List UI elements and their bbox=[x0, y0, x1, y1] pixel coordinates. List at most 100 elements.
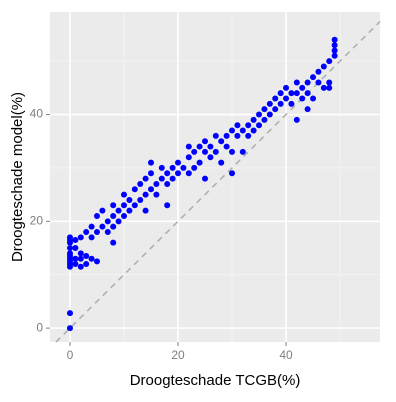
point bbox=[77, 250, 84, 257]
point bbox=[110, 212, 117, 219]
point bbox=[72, 261, 79, 268]
point bbox=[266, 100, 273, 107]
point bbox=[180, 164, 187, 171]
point bbox=[147, 170, 154, 177]
y-tick-label: 20 bbox=[30, 213, 44, 227]
point bbox=[185, 143, 192, 150]
point bbox=[164, 180, 171, 187]
point bbox=[315, 79, 322, 86]
point bbox=[164, 202, 171, 209]
point bbox=[218, 159, 225, 166]
point bbox=[147, 159, 154, 166]
point bbox=[234, 132, 241, 139]
point bbox=[331, 47, 338, 54]
point bbox=[191, 148, 198, 155]
point bbox=[320, 84, 327, 91]
point bbox=[88, 255, 95, 262]
point bbox=[245, 132, 252, 139]
point bbox=[126, 196, 133, 203]
point bbox=[256, 111, 263, 118]
point bbox=[77, 255, 84, 262]
point bbox=[66, 234, 73, 241]
point bbox=[120, 191, 127, 198]
point bbox=[207, 154, 214, 161]
point bbox=[104, 229, 111, 235]
point bbox=[196, 159, 203, 166]
identity-line bbox=[55, 21, 381, 343]
point bbox=[331, 52, 338, 59]
point bbox=[326, 84, 333, 91]
point bbox=[66, 250, 73, 257]
point bbox=[239, 148, 246, 155]
point bbox=[218, 138, 225, 145]
point bbox=[164, 170, 171, 177]
point bbox=[110, 223, 117, 230]
point bbox=[158, 164, 165, 171]
point bbox=[72, 255, 79, 262]
point bbox=[142, 191, 149, 198]
point bbox=[326, 79, 333, 86]
point bbox=[261, 116, 268, 123]
point bbox=[158, 175, 165, 182]
point bbox=[137, 180, 144, 187]
point bbox=[147, 186, 154, 193]
point bbox=[185, 154, 192, 161]
point bbox=[72, 237, 79, 244]
point bbox=[169, 175, 176, 182]
point bbox=[110, 202, 117, 209]
point bbox=[99, 223, 106, 230]
point bbox=[234, 122, 241, 129]
point bbox=[288, 90, 295, 97]
point bbox=[104, 218, 111, 225]
point bbox=[169, 164, 176, 171]
point bbox=[110, 239, 117, 246]
point bbox=[202, 175, 209, 182]
point bbox=[66, 325, 73, 332]
point bbox=[320, 63, 327, 70]
point bbox=[272, 106, 279, 113]
point bbox=[131, 186, 138, 193]
point bbox=[331, 36, 338, 43]
point bbox=[331, 42, 338, 49]
point bbox=[283, 84, 290, 91]
x-axis-label: Droogteschade TCGB(%) bbox=[130, 372, 301, 389]
point bbox=[83, 261, 90, 268]
point bbox=[93, 229, 100, 235]
point bbox=[120, 212, 127, 219]
y-tick-label: 0 bbox=[36, 320, 43, 334]
point bbox=[272, 95, 279, 102]
point bbox=[115, 207, 122, 214]
point bbox=[223, 132, 230, 139]
point bbox=[293, 79, 300, 86]
point bbox=[153, 191, 160, 198]
point bbox=[310, 74, 317, 81]
point bbox=[175, 159, 182, 166]
point bbox=[310, 95, 317, 102]
point bbox=[315, 68, 322, 75]
point bbox=[266, 111, 273, 118]
point bbox=[142, 207, 149, 214]
point bbox=[326, 58, 333, 65]
point bbox=[126, 207, 133, 214]
point bbox=[277, 90, 284, 97]
point bbox=[185, 170, 192, 177]
x-tick-label: 40 bbox=[279, 348, 293, 362]
point bbox=[261, 106, 268, 113]
point bbox=[223, 143, 230, 150]
point bbox=[239, 127, 246, 134]
point bbox=[212, 132, 219, 139]
point bbox=[99, 207, 106, 214]
x-tick-label: 0 bbox=[67, 348, 74, 362]
point bbox=[191, 164, 198, 171]
point bbox=[131, 202, 138, 209]
point bbox=[245, 122, 252, 129]
point bbox=[93, 212, 100, 219]
point bbox=[288, 100, 295, 107]
y-tick-label: 40 bbox=[30, 107, 44, 121]
point bbox=[66, 310, 73, 317]
point bbox=[229, 170, 236, 177]
point bbox=[120, 202, 127, 209]
x-tick-label: 20 bbox=[171, 348, 185, 362]
point bbox=[142, 175, 149, 182]
point bbox=[304, 79, 311, 86]
